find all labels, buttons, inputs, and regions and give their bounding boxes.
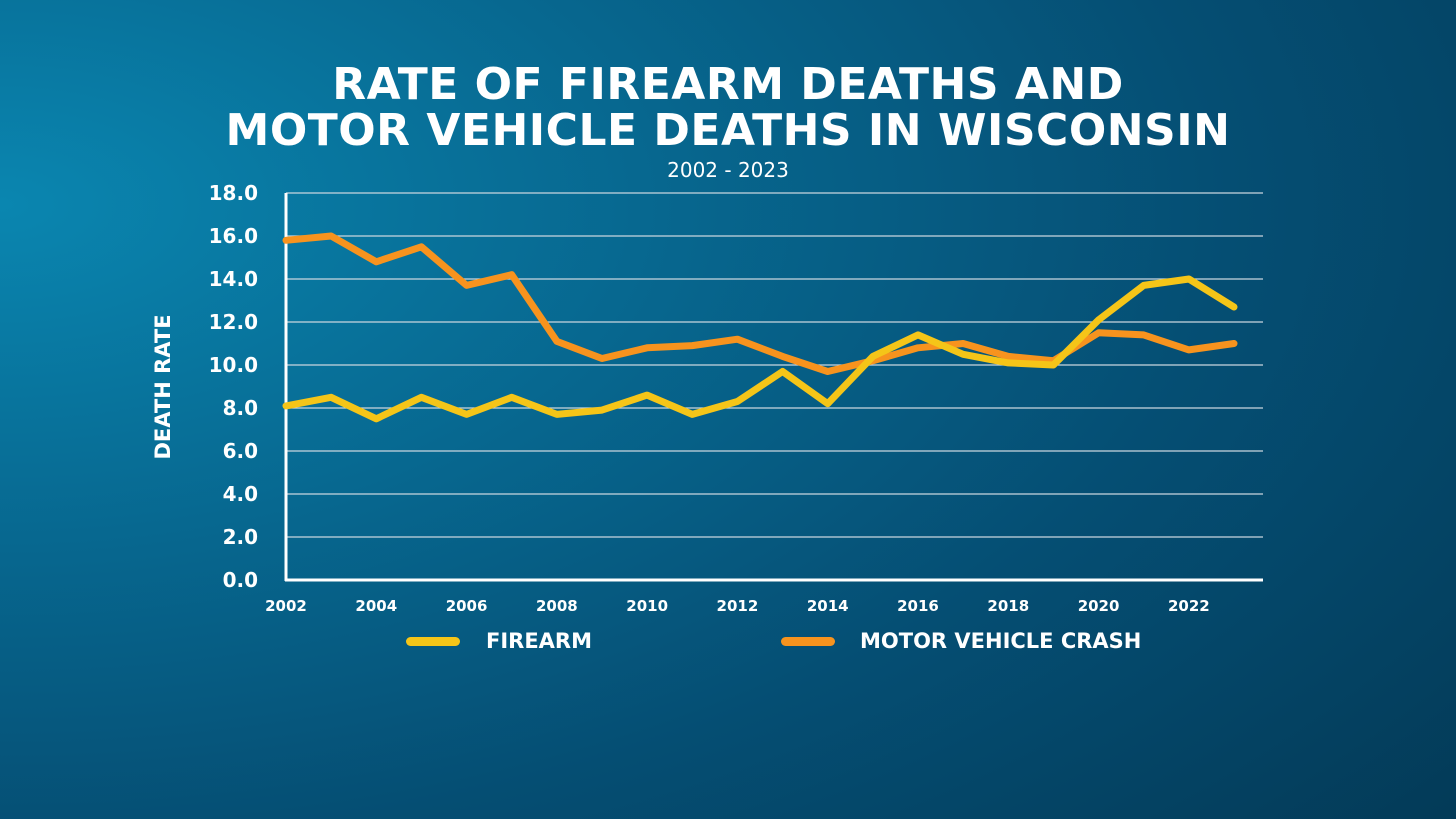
chart-title-line-2: MOTOR VEHICLE DEATHS IN WISCONSIN	[225, 105, 1231, 156]
data-point-firearm	[599, 407, 606, 414]
data-point-firearm	[689, 411, 696, 418]
data-point-motor-vehicle	[508, 271, 515, 278]
y-tick-label: 10.0	[209, 353, 258, 377]
data-point-motor-vehicle	[734, 336, 741, 343]
data-point-motor-vehicle	[1185, 346, 1192, 353]
y-tick-label: 12.0	[209, 310, 258, 334]
x-tick-label: 2006	[446, 597, 488, 615]
data-point-firearm	[1095, 316, 1102, 323]
legend-item-firearm: FIREARM	[406, 626, 646, 656]
data-point-firearm	[779, 368, 786, 375]
legend-swatch-motor-vehicle	[781, 637, 835, 646]
y-tick-label: 18.0	[209, 181, 258, 205]
y-tick-label: 6.0	[223, 439, 258, 463]
data-point-firearm	[824, 400, 831, 407]
x-tick-label: 2014	[807, 597, 849, 615]
y-tick-label: 4.0	[223, 482, 258, 506]
data-point-firearm	[644, 392, 651, 399]
data-point-firearm	[418, 394, 425, 401]
y-tick-label: 2.0	[223, 525, 258, 549]
x-tick-label: 2022	[1168, 597, 1210, 615]
data-point-firearm	[328, 394, 335, 401]
x-tick-label: 2004	[355, 597, 397, 615]
y-tick-label: 14.0	[209, 267, 258, 291]
y-tick-label: 16.0	[209, 224, 258, 248]
y-tick-label: 8.0	[223, 396, 258, 420]
data-point-motor-vehicle	[1095, 329, 1102, 336]
data-point-firearm	[915, 331, 922, 338]
data-point-motor-vehicle	[1231, 340, 1238, 347]
data-point-motor-vehicle	[599, 355, 606, 362]
series-line-motor-vehicle	[282, 232, 1238, 375]
x-tick-label: 2020	[1078, 597, 1120, 615]
legend-item-motor-vehicle: MOTOR VEHICLE CRASH	[781, 626, 1201, 656]
data-point-motor-vehicle	[960, 340, 967, 347]
data-point-firearm	[373, 415, 380, 422]
data-point-firearm	[553, 411, 560, 418]
data-point-motor-vehicle	[644, 344, 651, 351]
chart-subtitle: 2002 - 2023	[667, 158, 789, 182]
x-tick-label: 2008	[536, 597, 578, 615]
data-point-firearm	[508, 394, 515, 401]
data-point-motor-vehicle	[915, 344, 922, 351]
x-tick-label: 2002	[265, 597, 307, 615]
chart-title-line-1: RATE OF FIREARM DEATHS AND	[332, 59, 1124, 110]
data-point-firearm	[283, 402, 290, 409]
data-point-firearm	[1140, 282, 1147, 289]
y-tick-label: 0.0	[223, 568, 258, 592]
data-point-firearm	[869, 353, 876, 360]
data-point-motor-vehicle	[1140, 331, 1147, 338]
data-point-motor-vehicle	[418, 243, 425, 250]
data-point-firearm	[1231, 304, 1238, 311]
data-point-motor-vehicle	[373, 258, 380, 265]
data-point-firearm	[463, 411, 470, 418]
data-point-motor-vehicle	[553, 338, 560, 345]
x-tick-label: 2010	[626, 597, 668, 615]
data-point-firearm	[1050, 362, 1057, 369]
data-point-motor-vehicle	[779, 353, 786, 360]
data-point-motor-vehicle	[689, 342, 696, 349]
data-point-firearm	[734, 398, 741, 405]
data-point-motor-vehicle	[1005, 353, 1012, 360]
data-point-motor-vehicle	[283, 237, 290, 244]
data-point-motor-vehicle	[824, 368, 831, 375]
legend-label-motor-vehicle: MOTOR VEHICLE CRASH	[860, 629, 1142, 653]
data-point-firearm	[1185, 276, 1192, 283]
y-axis-label: DEATH RATE	[151, 314, 175, 459]
data-point-motor-vehicle	[463, 282, 470, 289]
series-line-firearm	[282, 275, 1238, 423]
x-tick-label: 2012	[717, 597, 759, 615]
x-tick-label: 2018	[987, 597, 1029, 615]
x-tick-label: 2016	[897, 597, 939, 615]
legend-label-firearm: FIREARM	[486, 629, 592, 653]
data-point-motor-vehicle	[328, 233, 335, 240]
legend-swatch-firearm	[406, 637, 460, 646]
data-point-firearm	[1005, 359, 1012, 366]
data-point-firearm	[960, 351, 967, 358]
